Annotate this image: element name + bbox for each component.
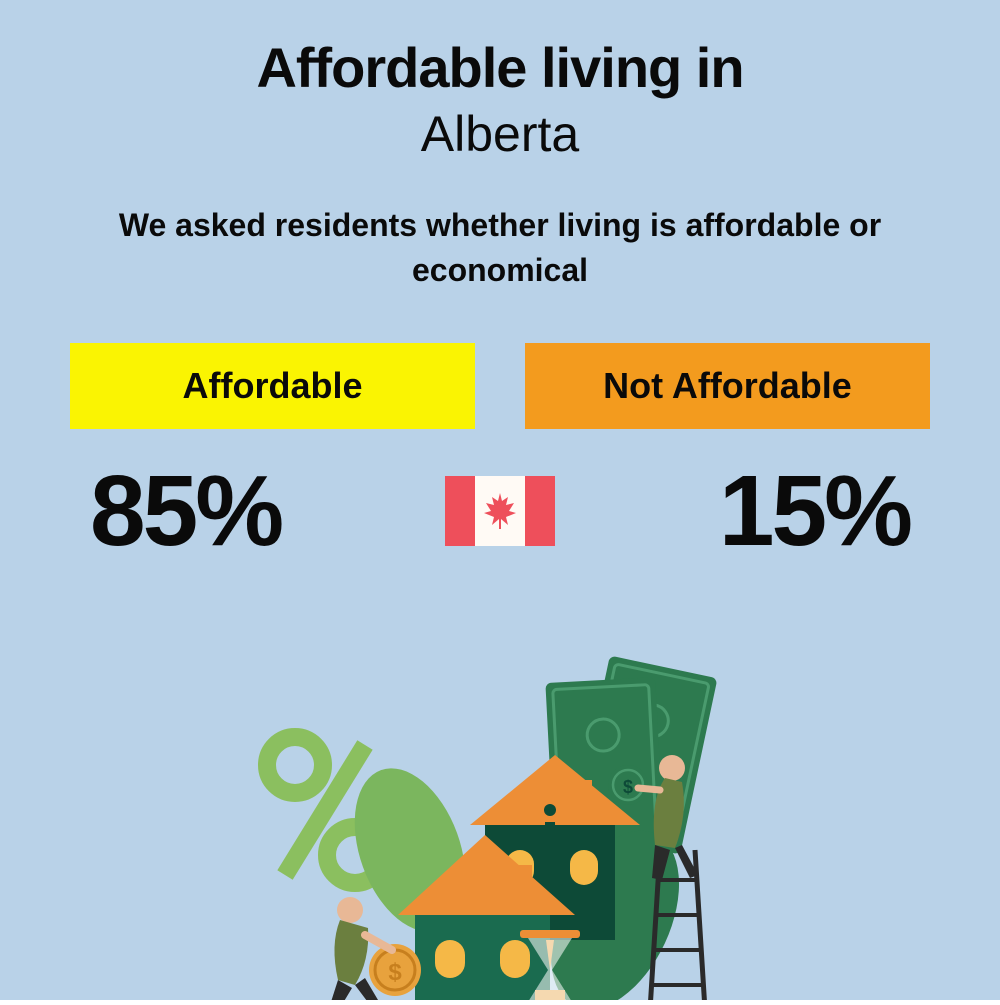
flag-stripe-left bbox=[445, 476, 475, 546]
flag-center bbox=[475, 476, 526, 546]
labels-row: Affordable Not Affordable bbox=[60, 343, 940, 429]
flag-stripe-right bbox=[525, 476, 555, 546]
title-line-2: Alberta bbox=[60, 105, 940, 163]
svg-text:$: $ bbox=[623, 777, 633, 797]
not-affordable-label-box: Not Affordable bbox=[525, 343, 930, 429]
title-line-1: Affordable living in bbox=[60, 35, 940, 100]
subtitle-text: We asked residents whether living is aff… bbox=[60, 203, 940, 293]
infographic-container: Affordable living in Alberta We asked re… bbox=[0, 0, 1000, 1000]
housing-svg: $ $ bbox=[220, 650, 780, 1000]
housing-illustration: $ $ bbox=[220, 650, 780, 1000]
affordable-label-text: Affordable bbox=[183, 365, 363, 406]
stats-row: 85% 15% bbox=[60, 454, 940, 569]
not-affordable-label-text: Not Affordable bbox=[603, 365, 852, 406]
affordable-percentage: 85% bbox=[90, 454, 281, 569]
canada-flag-icon bbox=[445, 476, 555, 546]
not-affordable-percentage: 15% bbox=[719, 454, 910, 569]
svg-text:$: $ bbox=[388, 959, 402, 986]
maple-leaf-icon bbox=[482, 491, 518, 531]
affordable-label-box: Affordable bbox=[70, 343, 475, 429]
